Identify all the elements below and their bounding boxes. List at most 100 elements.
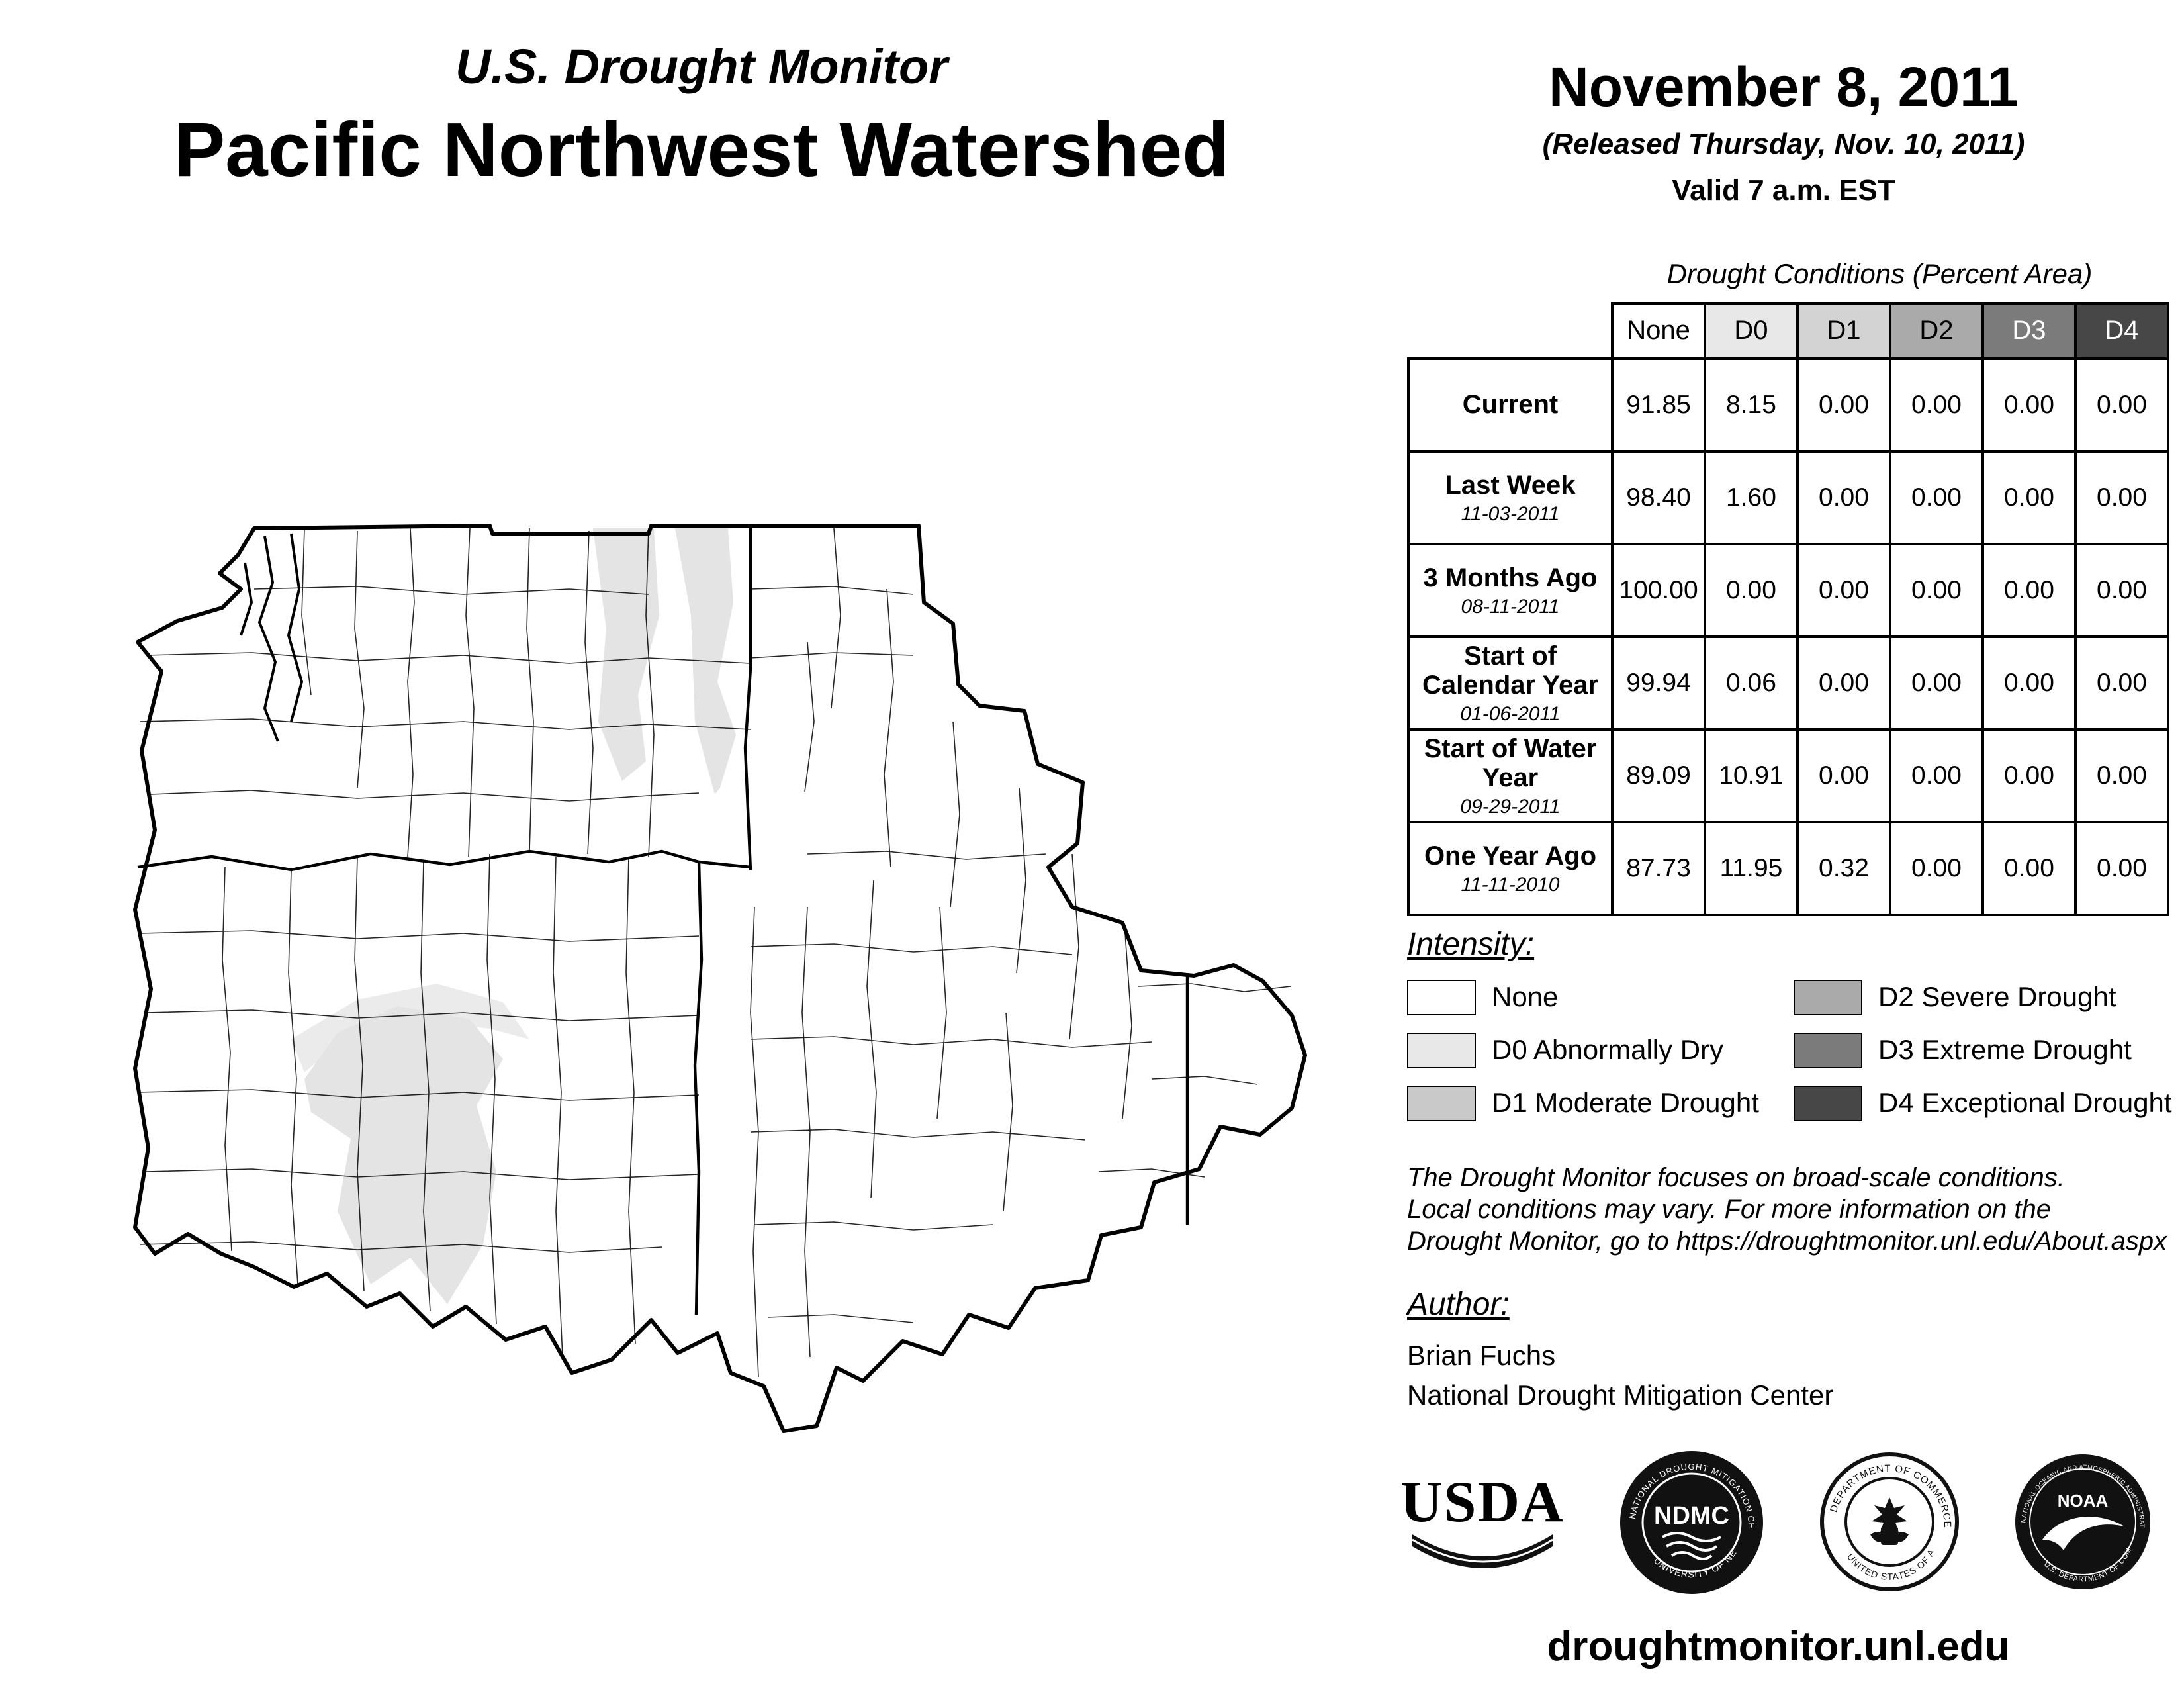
row-date: 11-03-2011 (1461, 502, 1560, 525)
table-value-cell: 0.00 (1889, 635, 1984, 731)
table-value-cell: 0.00 (1796, 357, 1891, 453)
table-row-3-months-ago: 3 Months Ago 08-11-2011 100.00 0.00 0.00 … (1407, 543, 2169, 638)
table-value-cell: 99.94 (1611, 635, 1706, 731)
table-value-cell: 0.00 (2074, 357, 2169, 453)
swatch-d3 (1794, 1033, 1862, 1068)
table-title: Drought Conditions (Percent Area) (1666, 259, 2093, 290)
ndmc-seal-icon: NATIONAL DROUGHT MITIGATION CENTER UNIVE… (1619, 1449, 1764, 1593)
col-header-d0: D0 (1704, 302, 1799, 360)
table-value-cell: 0.00 (2074, 450, 2169, 545)
author-org: National Drought Mitigation Center (1407, 1381, 1834, 1411)
released-date: (Released Thursday, Nov. 10, 2011) (1542, 127, 2025, 160)
col-header-d4: D4 (2074, 302, 2169, 360)
table-row-one-year-ago: One Year Ago 11-11-2010 87.73 11.95 0.32 … (1407, 821, 2169, 916)
table-value-cell: 0.00 (1981, 543, 2077, 638)
date-block: November 8, 2011 (Released Thursday, Nov… (1423, 56, 2144, 208)
table-value-cell: 0.00 (1981, 821, 2077, 916)
legend-label: D2 Severe Drought (1878, 982, 2116, 1012)
note-line: The Drought Monitor focuses on broad-sca… (1407, 1164, 2065, 1193)
legend-item-d2: D2 Severe Drought (1794, 980, 2172, 1015)
region-title: Pacific Northwest Watershed (173, 107, 1230, 193)
legend-label: D4 Exceptional Drought (1878, 1088, 2172, 1118)
note-line: Drought Monitor, go to https://droughtmo… (1407, 1227, 2167, 1256)
legend-label: D1 Moderate Drought (1492, 1088, 1759, 1118)
swatch-d1 (1407, 1086, 1476, 1121)
table-value-cell: 0.00 (2074, 543, 2169, 638)
row-date: 11-11-2010 (1461, 873, 1560, 896)
legend-label: None (1492, 982, 1559, 1012)
state-boundaries (137, 528, 1189, 1315)
table-value-cell: 8.15 (1704, 357, 1799, 453)
row-label: Current (1462, 391, 1559, 420)
table-value-cell: 0.00 (1889, 450, 1984, 545)
usda-wordmark: USDA (1400, 1469, 1565, 1534)
table-value-cell: 0.00 (1796, 543, 1891, 638)
intensity-legend: Intensity: None D2 Severe Drought D0 Abn… (1407, 927, 2172, 1121)
map-container (93, 510, 1310, 1436)
valid-time: Valid 7 a.m. EST (1672, 173, 1895, 207)
swatch-d4 (1794, 1086, 1862, 1121)
swatch-d2 (1794, 980, 1862, 1015)
legend-item-d0: D0 Abnormally Dry (1407, 1033, 1794, 1068)
table-value-cell: 0.00 (1796, 728, 1891, 823)
table-value-cell: 0.06 (1704, 635, 1799, 731)
legend-label: D3 Extreme Drought (1878, 1035, 2132, 1065)
watershed-outline (133, 524, 1307, 1433)
swatch-none (1407, 980, 1476, 1015)
author-name: Brian Fuchs (1407, 1341, 1556, 1372)
table-value-cell: 10.91 (1704, 728, 1799, 823)
col-header-d3: D3 (1981, 302, 2077, 360)
table-corner (1408, 303, 1612, 359)
table-value-cell: 0.00 (1981, 450, 2077, 545)
noaa-wordmark: NOAA (2058, 1491, 2109, 1511)
footer-url: droughtmonitor.unl.edu (1547, 1623, 2010, 1669)
report-date: November 8, 2011 (1549, 56, 2019, 118)
table-row-current: Current 91.85 8.15 0.00 0.00 0.00 0.00 (1407, 357, 2169, 453)
table-value-cell: 0.32 (1796, 821, 1891, 916)
table-value-cell: 11.95 (1704, 821, 1799, 916)
pacific-northwest-watershed-map (133, 524, 1307, 1433)
ndmc-wordmark: NDMC (1654, 1501, 1729, 1529)
commerce-logo: DEPARTMENT OF COMMERCE UNITED STATES OF … (1819, 1452, 1959, 1591)
table-row-last-week: Last Week 11-03-2011 98.40 1.60 0.00 0.00… (1407, 450, 2169, 545)
row-date: 08-11-2011 (1461, 595, 1560, 618)
col-header-none: None (1611, 302, 1706, 360)
row-label: One Year Ago (1424, 841, 1597, 870)
row-label: Start of Water Year (1424, 734, 1597, 792)
commerce-seal-icon: DEPARTMENT OF COMMERCE UNITED STATES OF … (1819, 1452, 1959, 1591)
author-block: Author: Brian Fuchs National Drought Mit… (1407, 1287, 1833, 1417)
table-header-row: None D0 D1 D2 D3 D4 (1408, 302, 2169, 360)
row-date: 09-29-2011 (1460, 795, 1561, 818)
author-heading: Author: (1407, 1287, 1510, 1323)
note-line: Local conditions may vary. For more info… (1407, 1196, 2052, 1225)
legend-label: D0 Abnormally Dry (1492, 1035, 1724, 1065)
table-value-cell: 87.73 (1611, 821, 1706, 916)
table-value-cell: 91.85 (1611, 357, 1706, 453)
noaa-bird-icon (2042, 1517, 2124, 1550)
puget-sound-detail (240, 533, 304, 742)
row-label: Start of Calendar Year (1422, 641, 1599, 700)
table-value-cell: 89.09 (1611, 728, 1706, 823)
usda-swoosh-icon (1412, 1534, 1553, 1568)
drought-conditions-table: None D0 D1 D2 D3 D4 Current 91.85 8.15 0… (1407, 302, 2169, 916)
monitor-title: U.S. Drought Monitor (455, 40, 948, 94)
ndmc-logo: NATIONAL DROUGHT MITIGATION CENTER UNIVE… (1619, 1449, 1764, 1595)
legend-item-d4: D4 Exceptional Drought (1794, 1086, 2172, 1121)
table-value-cell: 100.00 (1611, 543, 1706, 638)
legend-item-d1: D1 Moderate Drought (1407, 1086, 1794, 1121)
table-value-cell: 0.00 (2074, 635, 2169, 731)
table-value-cell: 0.00 (2074, 821, 2169, 916)
commerce-eagle-icon (1870, 1497, 1909, 1545)
table-value-cell: 0.00 (2074, 728, 2169, 823)
row-label: 3 Months Ago (1423, 563, 1598, 592)
table-value-cell: 0.00 (1889, 357, 1984, 453)
legend-title: Intensity: (1407, 927, 1535, 962)
noaa-seal-icon: NATIONAL OCEANIC AND ATMOSPHERIC ADMINIS… (2013, 1452, 2150, 1589)
legend-item-none: None (1407, 980, 1794, 1015)
table-value-cell: 0.00 (1889, 821, 1984, 916)
title-block: U.S. Drought Monitor Pacific Northwest W… (53, 40, 1350, 195)
col-header-d1: D1 (1796, 302, 1891, 360)
table-value-cell: 0.00 (1796, 635, 1891, 731)
col-header-d2: D2 (1889, 302, 1984, 360)
